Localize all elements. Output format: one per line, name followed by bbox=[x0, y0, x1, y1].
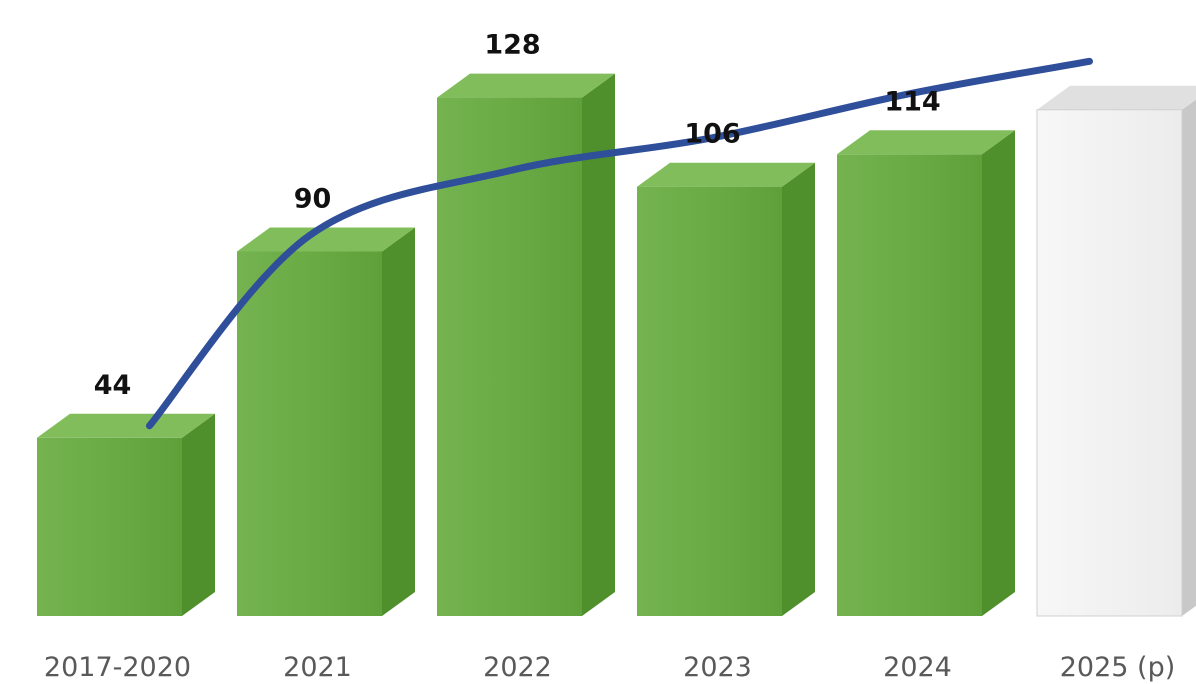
bar-front bbox=[637, 186, 782, 616]
x-tick-label: 2022 bbox=[483, 652, 552, 683]
x-tick-label: 2024 bbox=[883, 652, 952, 683]
bar-side bbox=[182, 413, 215, 616]
bar-front bbox=[237, 251, 382, 616]
x-axis-ticks: 2017-2020 2021 2022 2023 2024 2025 (p) bbox=[44, 652, 1175, 683]
bar-front bbox=[837, 154, 982, 617]
labels-layer: 44 90 128 106 114 bbox=[94, 30, 941, 401]
data-label: 128 bbox=[484, 30, 540, 61]
x-tick-label: 2017-2020 bbox=[44, 652, 191, 683]
bar-projected bbox=[1036, 85, 1196, 617]
bar-side bbox=[782, 162, 815, 616]
bar-side bbox=[1182, 99, 1196, 616]
bar-front bbox=[1036, 109, 1183, 617]
data-label: 90 bbox=[294, 184, 332, 215]
bar-top bbox=[37, 413, 215, 438]
x-tick-label: 2021 bbox=[283, 652, 352, 683]
bar-2024 bbox=[837, 130, 1015, 617]
data-label: 106 bbox=[684, 119, 740, 150]
bar-side bbox=[582, 73, 615, 617]
bar-side bbox=[382, 227, 415, 616]
trend-layer bbox=[146, 57, 1093, 430]
data-label: 44 bbox=[94, 370, 132, 401]
x-tick-label: 2023 bbox=[683, 652, 752, 683]
bar-side bbox=[982, 130, 1015, 617]
bar-2023 bbox=[637, 162, 815, 616]
bar-front bbox=[437, 97, 582, 617]
bar-top bbox=[237, 227, 415, 252]
bar-top bbox=[437, 73, 615, 98]
bar-top bbox=[837, 130, 1015, 155]
bar-2017-2020 bbox=[37, 413, 215, 616]
x-tick-label: 2025 (p) bbox=[1060, 652, 1176, 683]
bar-2021 bbox=[237, 227, 415, 616]
bar-top bbox=[1037, 85, 1196, 110]
data-label: 114 bbox=[884, 86, 940, 117]
bars-layer bbox=[37, 73, 1196, 617]
bar-front bbox=[37, 437, 182, 616]
trend-line bbox=[146, 57, 1093, 430]
bar-top bbox=[637, 162, 815, 187]
